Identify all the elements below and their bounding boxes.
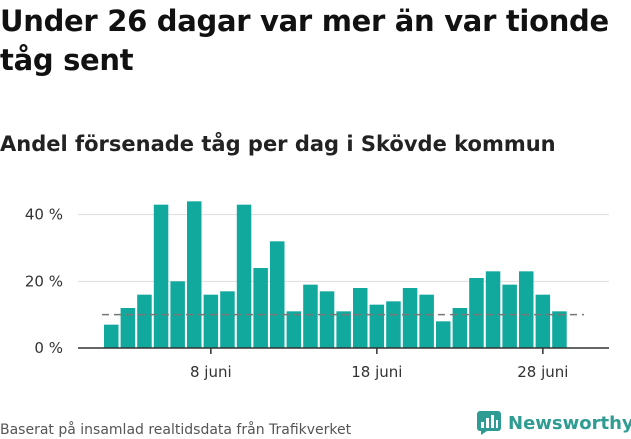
y-axis-labels: 0 % 20 % 40 % [25, 206, 63, 357]
bar [187, 201, 202, 348]
bar [502, 284, 517, 348]
bar [319, 291, 335, 348]
y-tick-label: 20 % [25, 272, 63, 290]
bar [402, 288, 418, 348]
bar-chart: 0 % 20 % 40 % 8 juni 18 juni 28 juni [25, 201, 609, 381]
bar [104, 324, 119, 348]
bar [519, 271, 534, 348]
x-tick-label: 28 juni [517, 363, 568, 381]
y-tick-label: 40 % [25, 206, 63, 224]
bar [270, 241, 285, 348]
bar [153, 204, 169, 348]
chart-title: Under 26 dagar var mer än var tionde tåg… [0, 4, 609, 77]
brand-name: Newsworthy [508, 412, 631, 434]
brand-logo: Newsworthy [476, 408, 631, 438]
newsworthy-logo-icon [477, 411, 501, 435]
bar [220, 291, 235, 348]
bar [436, 321, 451, 348]
bar [552, 311, 567, 348]
bar [353, 288, 368, 348]
x-axis-ticks: 8 juni 18 juni 28 juni [190, 348, 568, 381]
chart-subtitle: Andel försenade tåg per dag i Skövde kom… [0, 132, 556, 156]
bar [137, 294, 152, 348]
y-tick-label: 0 % [34, 339, 63, 357]
bar [369, 304, 385, 348]
bar [452, 308, 468, 348]
bar [120, 308, 136, 348]
bar [386, 301, 401, 348]
x-tick-label: 8 juni [190, 363, 232, 381]
bar [303, 284, 318, 348]
bar [535, 294, 551, 348]
bars [104, 201, 567, 348]
bar [203, 294, 219, 348]
x-tick-label: 18 juni [351, 363, 402, 381]
source-note: Baserat på insamlad realtidsdata från Tr… [0, 422, 352, 438]
bar [419, 294, 434, 348]
bar [485, 271, 501, 348]
bar [469, 278, 484, 348]
bar [286, 311, 302, 348]
bar [253, 268, 268, 348]
bar [336, 311, 351, 348]
bar [236, 204, 252, 348]
